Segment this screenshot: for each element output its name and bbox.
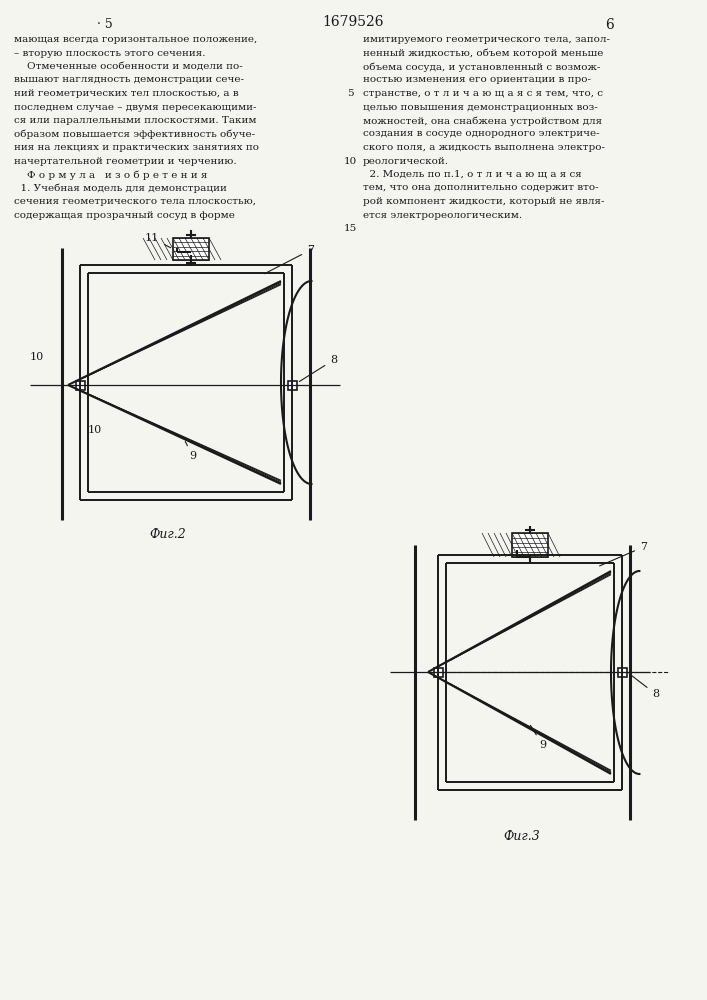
Text: 2. Модель по п.1, о т л и ч а ю щ а я ся: 2. Модель по п.1, о т л и ч а ю щ а я ся xyxy=(363,170,582,179)
Text: создания в сосуде однородного электриче-: создания в сосуде однородного электриче- xyxy=(363,129,600,138)
Text: Фиг.2: Фиг.2 xyxy=(150,528,187,541)
Bar xyxy=(618,668,627,677)
Text: 7: 7 xyxy=(600,542,647,566)
Text: – вторую плоскость этого сечения.: – вторую плоскость этого сечения. xyxy=(14,48,206,57)
Text: ний геометрических тел плоскостью, а в: ний геометрических тел плоскостью, а в xyxy=(14,89,239,98)
Text: · 5: · 5 xyxy=(97,18,113,31)
Text: тем, что она дополнительно содержит вто-: тем, что она дополнительно содержит вто- xyxy=(363,184,599,192)
Text: ненный жидкостью, объем которой меньше: ненный жидкостью, объем которой меньше xyxy=(363,48,603,58)
Bar xyxy=(512,533,548,557)
Text: целью повышения демонстрационных воз-: целью повышения демонстрационных воз- xyxy=(363,103,597,111)
Bar xyxy=(173,238,209,260)
Text: ся или параллельными плоскостями. Таким: ся или параллельными плоскостями. Таким xyxy=(14,116,257,125)
Text: объема сосуда, и установленный с возмож-: объема сосуда, и установленный с возмож- xyxy=(363,62,600,72)
Text: 11: 11 xyxy=(145,233,170,248)
Text: мающая всегда горизонтальное положение,: мающая всегда горизонтальное положение, xyxy=(14,35,257,44)
Text: содержащая прозрачный сосуд в форме: содержащая прозрачный сосуд в форме xyxy=(14,211,235,220)
Bar xyxy=(288,381,297,390)
Text: 5: 5 xyxy=(346,89,354,98)
Text: странстве, о т л и ч а ю щ а я с я тем, что, с: странстве, о т л и ч а ю щ а я с я тем, … xyxy=(363,89,603,98)
Text: имитируемого геометрического тела, запол-: имитируемого геометрического тела, запол… xyxy=(363,35,610,44)
Text: ется электрореологическим.: ется электрореологическим. xyxy=(363,211,522,220)
Text: ностью изменения его ориентации в про-: ностью изменения его ориентации в про- xyxy=(363,76,591,85)
Text: Фиг.3: Фиг.3 xyxy=(503,830,540,843)
Text: 7: 7 xyxy=(264,245,314,274)
Text: 1. Учебная модель для демонстрации: 1. Учебная модель для демонстрации xyxy=(14,184,227,193)
Text: Отмеченные особенности и модели по-: Отмеченные особенности и модели по- xyxy=(14,62,243,71)
Text: 8: 8 xyxy=(629,674,659,699)
Text: 10: 10 xyxy=(344,156,356,165)
Bar xyxy=(76,381,85,390)
Bar xyxy=(434,668,443,677)
Text: 8: 8 xyxy=(299,355,337,382)
Text: реологической.: реологической. xyxy=(363,156,449,165)
Text: Ф о р м у л а   и з о б р е т е н и я: Ф о р м у л а и з о б р е т е н и я xyxy=(14,170,207,180)
Text: 10: 10 xyxy=(88,425,103,435)
Text: вышают наглядность демонстрации сече-: вышают наглядность демонстрации сече- xyxy=(14,76,244,85)
Text: последнем случае – двумя пересекающими-: последнем случае – двумя пересекающими- xyxy=(14,103,257,111)
Text: 10: 10 xyxy=(30,352,45,362)
Text: рой компонент жидкости, который не явля-: рой компонент жидкости, который не явля- xyxy=(363,197,604,206)
Text: ния на лекциях и практических занятиях по: ния на лекциях и практических занятиях п… xyxy=(14,143,259,152)
Text: 15: 15 xyxy=(344,224,356,233)
Text: 6: 6 xyxy=(606,18,614,32)
Text: можностей, она снабжена устройством для: можностей, она снабжена устройством для xyxy=(363,116,602,125)
Text: 9: 9 xyxy=(530,725,546,750)
Text: сечения геометрического тела плоскостью,: сечения геометрического тела плоскостью, xyxy=(14,197,256,206)
Text: 1679526: 1679526 xyxy=(322,15,384,29)
Text: ского поля, а жидкость выполнена электро-: ского поля, а жидкость выполнена электро… xyxy=(363,143,605,152)
Text: 9: 9 xyxy=(185,441,196,461)
Text: образом повышается эффективность обуче-: образом повышается эффективность обуче- xyxy=(14,129,255,139)
Text: начертательной геометрии и черчению.: начертательной геометрии и черчению. xyxy=(14,156,237,165)
